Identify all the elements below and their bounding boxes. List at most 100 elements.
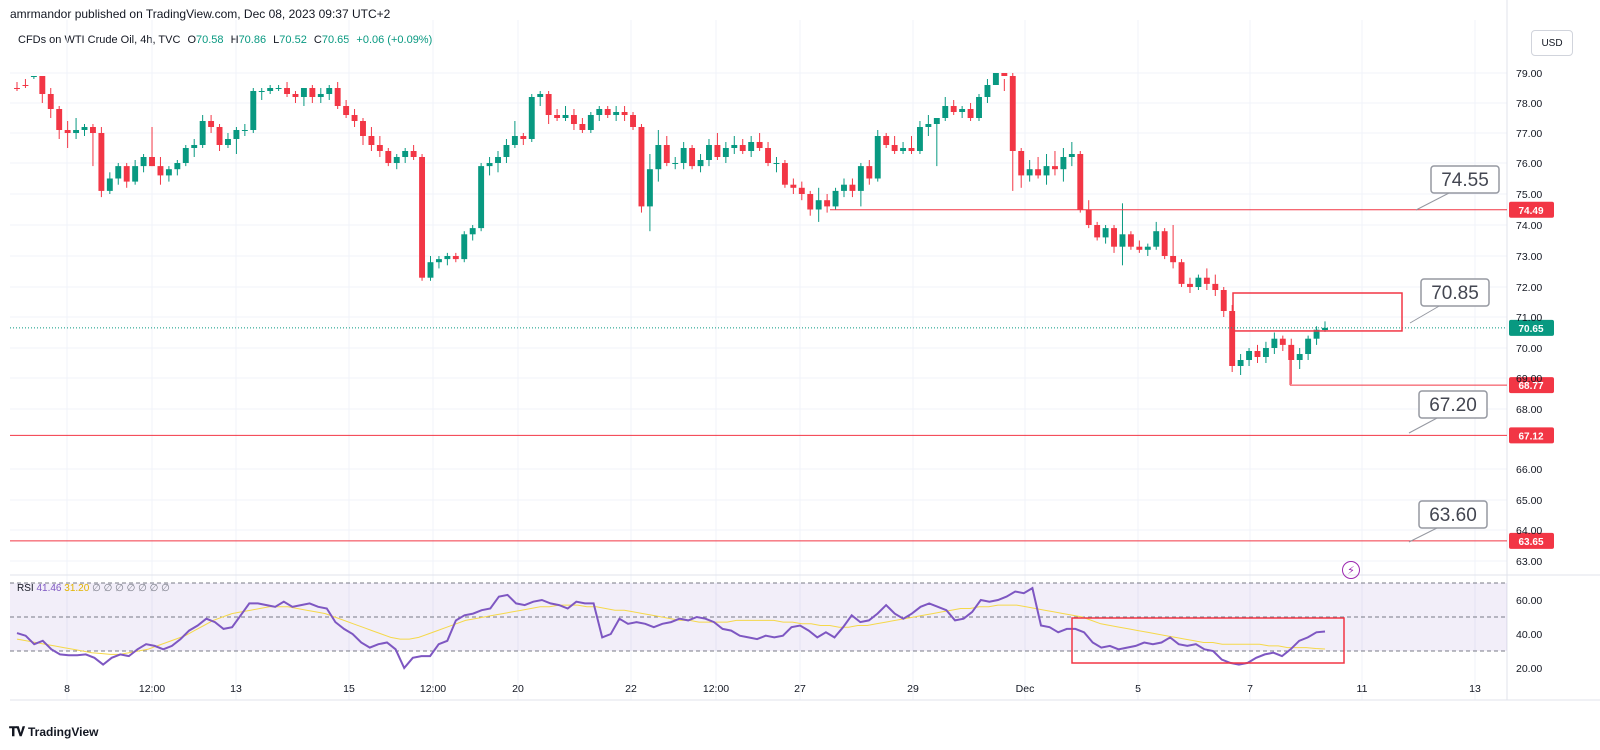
candle-body — [554, 115, 561, 118]
candle-body — [646, 169, 653, 207]
candle-body — [284, 88, 290, 94]
callout-74-55: 74.55 — [1441, 170, 1489, 191]
time-tick-label: 7 — [1247, 683, 1253, 695]
candle-body — [866, 166, 873, 179]
candle-body — [452, 256, 459, 260]
candle-body — [469, 228, 476, 235]
candle-body — [1237, 360, 1244, 366]
rsi-legend-extra: ∅ — [104, 583, 116, 594]
candle-body — [250, 91, 257, 130]
candle-body — [900, 148, 907, 151]
candle-body — [1262, 348, 1269, 357]
candle-body — [225, 139, 231, 145]
candle-body — [1212, 283, 1219, 290]
candle-body — [984, 85, 991, 97]
candle-body — [959, 109, 966, 112]
candle-body — [216, 127, 223, 145]
time-tick-label: 29 — [907, 683, 919, 695]
candle-body — [22, 85, 29, 86]
close-value: 70.65 — [321, 34, 350, 46]
candle-body — [1035, 169, 1042, 176]
candle-body — [1119, 234, 1126, 247]
candle-body — [604, 109, 611, 115]
candle-body — [739, 145, 746, 151]
candle-body — [621, 112, 628, 115]
candle-body — [672, 163, 679, 164]
candle-body — [106, 178, 113, 191]
callout-67-20-box — [1418, 390, 1488, 419]
callout-63-60: 63.60 — [1429, 505, 1477, 526]
level-tag — [1509, 427, 1554, 444]
candle-body — [849, 184, 856, 191]
candle-body — [925, 124, 932, 127]
callout-74-55-box — [1430, 165, 1500, 194]
candle-body — [916, 127, 923, 151]
candle-body — [1279, 338, 1286, 345]
candle-body — [343, 106, 350, 115]
time-tick-label: 5 — [1135, 683, 1141, 695]
candle-body — [64, 130, 71, 133]
level-tag — [1509, 377, 1554, 394]
time-tick-label: 12:00 — [420, 683, 446, 695]
callout-pointer — [1409, 304, 1442, 324]
time-tick-label: 12:00 — [139, 683, 165, 695]
candle-body — [140, 157, 147, 167]
candle-body — [1271, 338, 1278, 348]
level-tag — [1509, 201, 1554, 218]
price-tick-label: 74.00 — [1516, 220, 1542, 232]
candle-body — [300, 88, 307, 97]
candle-body — [73, 130, 80, 133]
candle-body — [14, 88, 20, 89]
candle-body — [427, 262, 434, 278]
candle-body — [596, 109, 603, 115]
lightning-icon[interactable]: ⚡ — [1342, 561, 1360, 579]
rsi-legend-extra: ∅ — [161, 583, 170, 594]
footer-brand[interactable]: 𝐓𝐕 TradingView — [9, 724, 98, 740]
candle-body — [756, 142, 763, 148]
rsi-ma-line — [16, 604, 1326, 655]
level-label: 74.49 — [1518, 206, 1543, 217]
candle-body — [1060, 157, 1067, 170]
candle-body — [562, 115, 569, 118]
candle-body — [1094, 225, 1101, 238]
candle-body — [393, 157, 400, 163]
level-label: 63.65 — [1518, 537, 1543, 548]
candle-body — [1001, 73, 1008, 76]
candle-body — [199, 121, 206, 145]
candle-body — [241, 130, 248, 131]
low-label: L — [273, 34, 280, 46]
price-tick-label: 78.00 — [1516, 98, 1542, 110]
candle-body — [950, 106, 957, 112]
candle-body — [1153, 231, 1160, 247]
currency-button[interactable]: USD — [1531, 30, 1573, 56]
footer-brand-label: TradingView — [28, 725, 99, 739]
candle-body — [461, 234, 468, 260]
candle-body — [1052, 166, 1058, 170]
open-value: 70.58 — [196, 34, 224, 46]
candle-body — [1068, 154, 1075, 157]
candle-body — [419, 157, 426, 278]
candle-body — [587, 115, 594, 130]
candle-body — [149, 157, 155, 167]
candle-body — [1220, 290, 1227, 311]
candle-body — [1288, 344, 1295, 360]
candle-body — [1009, 76, 1016, 151]
candle-body — [942, 106, 949, 118]
rsi-tick-label: 20.00 — [1516, 663, 1542, 675]
candle-body — [98, 133, 105, 191]
candle-body — [402, 151, 409, 157]
callout-63-60-box — [1418, 500, 1488, 529]
candle-body — [132, 166, 139, 182]
candle-body — [1085, 209, 1092, 225]
level-tag — [1509, 532, 1554, 549]
candle-body — [613, 112, 620, 115]
price-zone-box — [1232, 292, 1403, 332]
candle-body — [1246, 351, 1253, 360]
candle-body — [368, 136, 375, 145]
price-tick-label: 73.00 — [1516, 251, 1542, 263]
candle-body — [832, 190, 839, 207]
candle-body — [385, 151, 392, 163]
price-tick-label: 76.00 — [1516, 158, 1542, 170]
candle-body — [528, 97, 535, 139]
